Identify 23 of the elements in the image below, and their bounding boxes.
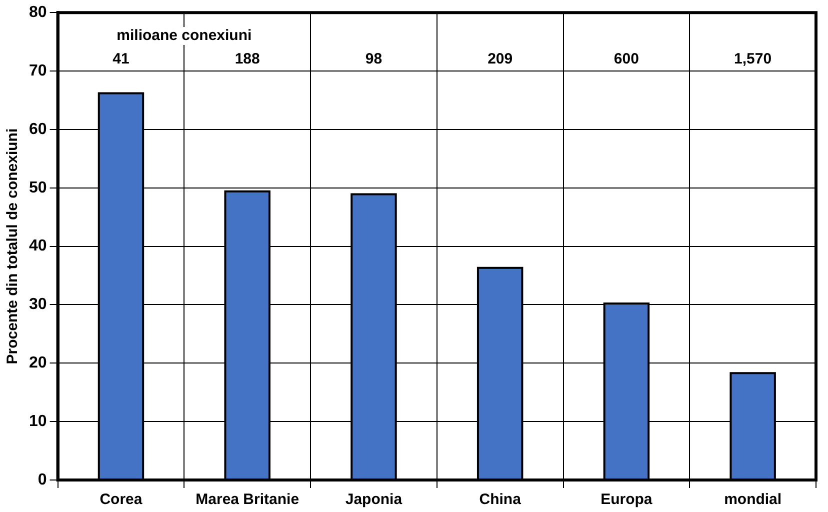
x-tick-label: Japonia <box>345 491 403 508</box>
annotation: milioane conexiuni <box>116 27 252 44</box>
x-tick-label: Marea Britanie <box>196 491 300 508</box>
y-tick-label: 10 <box>29 412 47 430</box>
annotation: 600 <box>614 50 639 68</box>
annotation: 41 <box>112 50 130 68</box>
annotation: 98 <box>365 50 382 68</box>
y-tick-label: 20 <box>29 354 47 372</box>
y-tick-label: 60 <box>29 120 47 138</box>
x-tick-label: China <box>479 491 522 508</box>
y-tick-label: 70 <box>29 62 47 80</box>
y-tick-label: 50 <box>29 179 47 196</box>
y-axis-title: Procente din totalul de conexiuni <box>4 128 22 364</box>
annotation: 209 <box>488 50 513 68</box>
y-tick-label: 80 <box>29 4 47 22</box>
y-tick-label: 0 <box>38 471 47 488</box>
x-tick-label: mondial <box>724 491 782 508</box>
x-tick-label: Europa <box>600 491 653 508</box>
y-tick-label: 40 <box>29 238 47 255</box>
annotation: 188 <box>234 50 260 68</box>
x-tick-label: Corea <box>100 491 143 508</box>
y-tick-label: 30 <box>29 296 47 314</box>
annotation: 1,570 <box>734 50 772 68</box>
